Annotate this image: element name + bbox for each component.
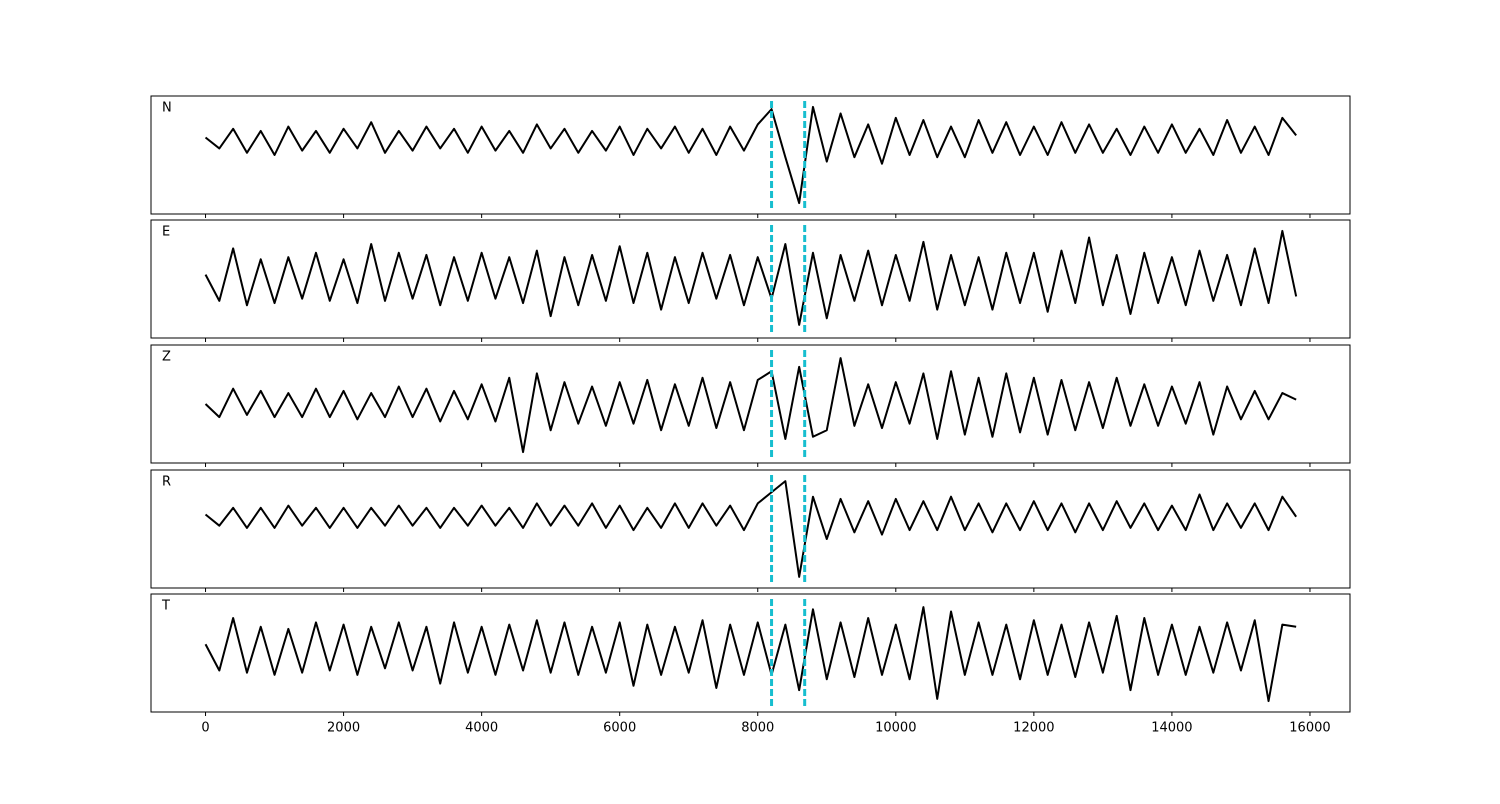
panel-label: R	[162, 475, 171, 490]
panel-frame	[150, 593, 1351, 713]
trace	[204, 606, 1297, 703]
x-tick-label: 16000	[1289, 721, 1330, 736]
panel-label: N	[162, 101, 172, 116]
x-tick-label: 0	[201, 721, 209, 736]
panel-label: T	[161, 599, 170, 614]
panel-label: Z	[162, 350, 171, 365]
panel-frame	[150, 219, 1351, 339]
x-tick-label: 2000	[327, 721, 360, 736]
x-tick-label: 14000	[1151, 721, 1192, 736]
trace	[204, 480, 1297, 578]
x-tick-label: 4000	[465, 721, 498, 736]
trace	[204, 229, 1298, 326]
panel-frame	[150, 469, 1351, 589]
trace	[204, 105, 1297, 205]
x-tick-label: 10000	[875, 721, 916, 736]
panel-frame	[150, 95, 1351, 215]
panel-label: E	[162, 225, 170, 240]
x-tick-label: 8000	[741, 721, 774, 736]
panel-frame	[150, 344, 1351, 464]
x-tick-label: 12000	[1013, 721, 1054, 736]
x-tick-label: 6000	[603, 721, 636, 736]
trace	[204, 357, 1297, 454]
